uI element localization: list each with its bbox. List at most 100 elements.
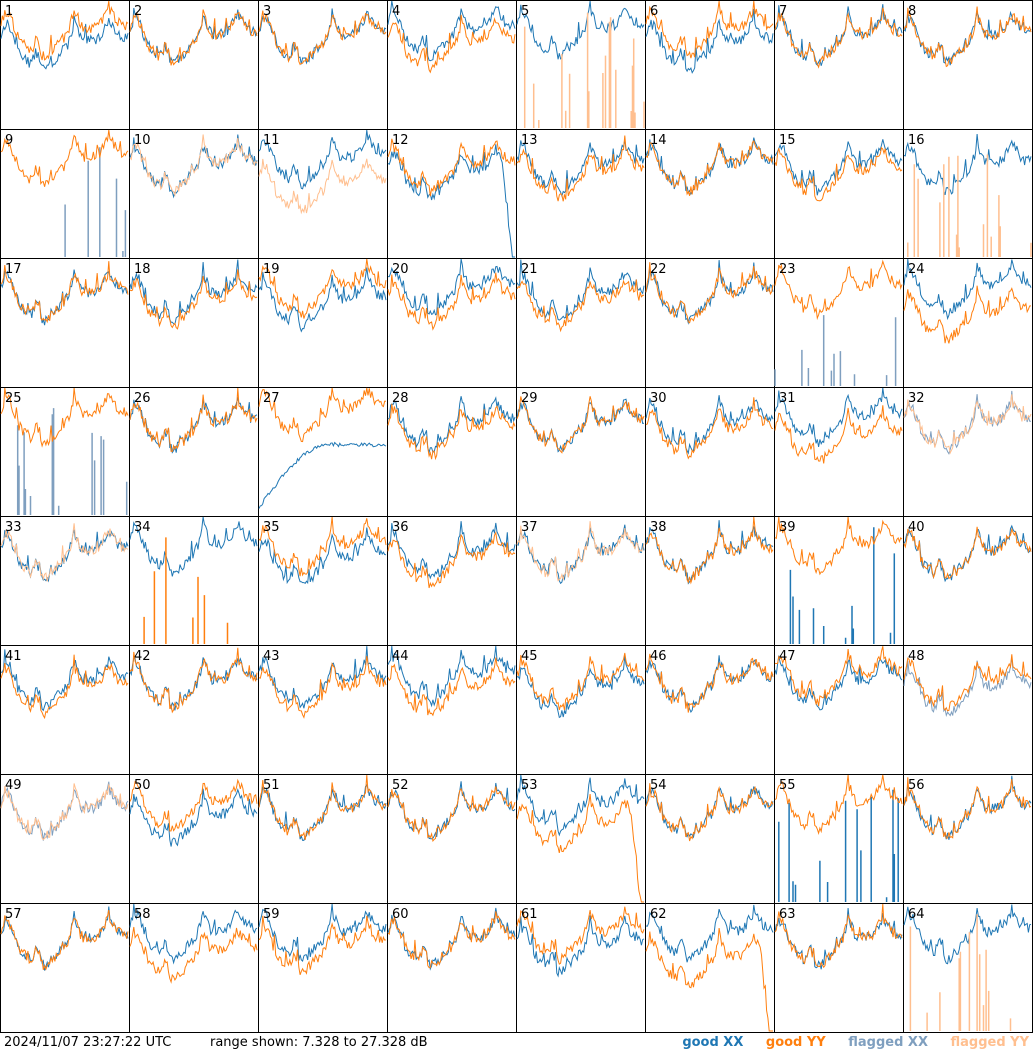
yy-line bbox=[774, 405, 903, 464]
yy-line bbox=[387, 138, 516, 197]
panel-frame bbox=[516, 774, 646, 904]
panel-53: 53 bbox=[516, 774, 646, 904]
yy-line bbox=[516, 794, 644, 903]
legend-flagged-xx: flagged XX bbox=[848, 1035, 928, 1050]
panel-frame bbox=[387, 387, 517, 517]
yy-line bbox=[387, 272, 516, 331]
panel-31: 31 bbox=[774, 387, 904, 517]
yy-line bbox=[774, 516, 903, 576]
panel-55: 55 bbox=[774, 774, 904, 904]
panel-frame bbox=[0, 774, 130, 904]
range-text: range shown: 7.328 to 27.328 dB bbox=[210, 1035, 428, 1050]
yy-line bbox=[645, 516, 774, 585]
xx-line bbox=[129, 788, 258, 847]
yy-line bbox=[387, 403, 516, 461]
panel-label: 43 bbox=[263, 649, 280, 664]
yy-line bbox=[0, 523, 129, 582]
panel-frame bbox=[774, 258, 904, 388]
yy-line bbox=[129, 9, 258, 66]
xx-line bbox=[258, 784, 387, 841]
panel-label: 27 bbox=[263, 391, 280, 406]
panel-34: 34 bbox=[129, 516, 259, 646]
panel-frame bbox=[645, 258, 775, 388]
panel-label: 29 bbox=[521, 391, 538, 406]
yy-line bbox=[258, 655, 387, 719]
yy-line bbox=[129, 269, 258, 330]
yy-line bbox=[0, 654, 129, 720]
panel-frame bbox=[903, 645, 1033, 775]
yy-line bbox=[0, 0, 129, 61]
panel-60: 60 bbox=[387, 903, 517, 1033]
legend-good-yy: good YY bbox=[765, 1035, 826, 1050]
panel-45: 45 bbox=[516, 645, 646, 775]
xx-line bbox=[0, 15, 129, 70]
panel-frame bbox=[129, 903, 259, 1033]
panel-38: 38 bbox=[645, 516, 775, 646]
yy-spikes bbox=[523, 12, 645, 128]
yy-line bbox=[0, 783, 129, 841]
xx-line bbox=[645, 395, 774, 455]
xx-line bbox=[258, 646, 387, 709]
panel-label: 59 bbox=[263, 907, 280, 922]
yy-line bbox=[387, 657, 516, 717]
yy-line bbox=[774, 7, 903, 69]
yy-line bbox=[645, 653, 774, 713]
panel-frame bbox=[903, 0, 1033, 130]
panel-13: 13 bbox=[516, 129, 646, 259]
xx-line bbox=[774, 387, 903, 447]
legend-flagged-yy: flagged YY bbox=[950, 1035, 1030, 1050]
xx-line bbox=[387, 0, 516, 62]
yy-line bbox=[774, 903, 903, 969]
yy-line bbox=[645, 140, 774, 196]
panel-frame bbox=[0, 645, 130, 775]
panel-label: 40 bbox=[908, 520, 925, 535]
xx-line bbox=[258, 527, 387, 585]
panel-24: 24 bbox=[903, 258, 1033, 388]
panel-frame bbox=[0, 258, 130, 388]
panel-25: 25 bbox=[0, 387, 130, 517]
xx-line bbox=[516, 259, 645, 321]
panel-4: 4 bbox=[387, 0, 517, 130]
panel-48: 48 bbox=[903, 645, 1033, 775]
yy-spikes bbox=[143, 537, 229, 644]
panel-30: 30 bbox=[645, 387, 775, 517]
panel-frame bbox=[0, 0, 130, 130]
panel-5: 5 bbox=[516, 0, 646, 130]
yy-line bbox=[258, 774, 387, 840]
panel-label: 56 bbox=[908, 778, 925, 793]
panel-label: 36 bbox=[392, 520, 409, 535]
yy-line bbox=[129, 778, 258, 832]
panel-frame bbox=[129, 129, 259, 259]
panel-14: 14 bbox=[645, 129, 775, 259]
panel-frame bbox=[774, 0, 904, 130]
panel-frame bbox=[645, 774, 775, 904]
yy-line bbox=[387, 786, 516, 843]
yy-line bbox=[516, 135, 645, 202]
xx-line bbox=[387, 396, 516, 455]
panel-frame bbox=[258, 387, 388, 517]
panel-label: 47 bbox=[779, 649, 796, 664]
panel-label: 37 bbox=[521, 520, 538, 535]
panel-frame bbox=[516, 903, 646, 1033]
panel-50: 50 bbox=[129, 774, 259, 904]
xx-line bbox=[516, 139, 645, 198]
yy-line bbox=[129, 134, 258, 197]
panel-label: 24 bbox=[908, 262, 925, 277]
panel-12: 12 bbox=[387, 129, 517, 259]
panel-label: 42 bbox=[134, 649, 151, 664]
panel-32: 32 bbox=[903, 387, 1033, 517]
panel-57: 57 bbox=[0, 903, 130, 1033]
panel-label: 21 bbox=[521, 262, 538, 277]
xx-line bbox=[903, 258, 1032, 321]
panel-frame bbox=[774, 387, 904, 517]
yy-line bbox=[903, 285, 1032, 344]
panel-label: 57 bbox=[5, 907, 22, 922]
yy-line bbox=[0, 909, 129, 971]
yy-line bbox=[258, 387, 387, 443]
xx-line bbox=[258, 129, 387, 190]
xx-line bbox=[903, 134, 1032, 196]
panel-6: 6 bbox=[645, 0, 775, 130]
yy-line bbox=[903, 654, 1032, 712]
panel-label: 32 bbox=[908, 391, 925, 406]
panel-label: 20 bbox=[392, 262, 409, 277]
